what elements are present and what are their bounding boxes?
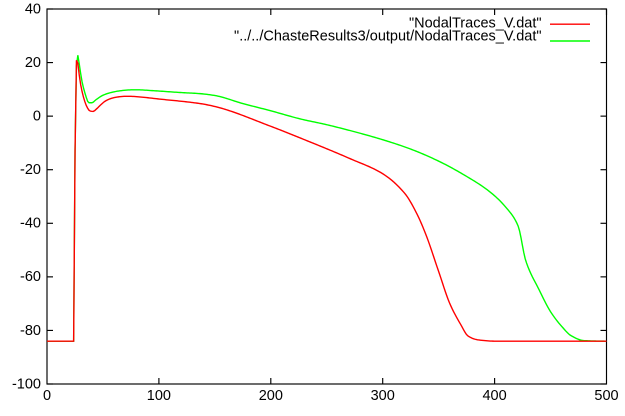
svg-text:300: 300 [371, 388, 395, 404]
svg-text:0: 0 [33, 109, 41, 125]
svg-text:"../../ChasteResults3/output/N: "../../ChasteResults3/output/NodalTraces… [234, 29, 541, 45]
svg-text:400: 400 [482, 388, 506, 404]
svg-text:-20: -20 [20, 162, 41, 178]
svg-text:-100: -100 [12, 377, 41, 393]
svg-text:100: 100 [147, 388, 171, 404]
svg-text:-40: -40 [20, 216, 41, 232]
svg-text:40: 40 [25, 2, 41, 18]
svg-text:-80: -80 [20, 323, 41, 339]
svg-text:500: 500 [594, 388, 618, 404]
svg-text:-60: -60 [20, 269, 41, 285]
svg-text:0: 0 [43, 388, 51, 404]
svg-text:200: 200 [259, 388, 283, 404]
svg-text:20: 20 [25, 55, 41, 71]
